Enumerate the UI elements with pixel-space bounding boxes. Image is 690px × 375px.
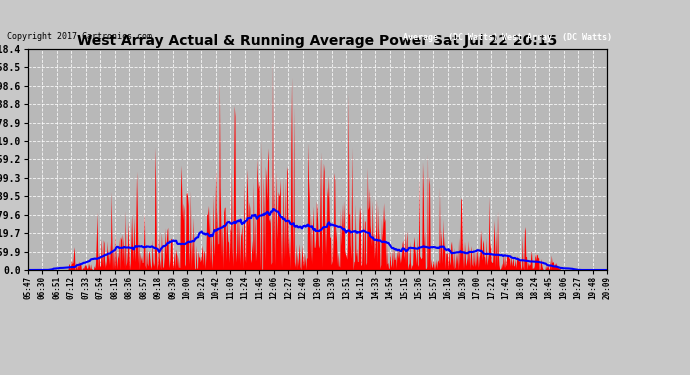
Text: West Array  (DC Watts): West Array (DC Watts) [502, 33, 612, 42]
Text: Copyright 2017 Cartronics.com: Copyright 2017 Cartronics.com [7, 32, 152, 41]
Text: Average  (DC Watts): Average (DC Watts) [403, 33, 497, 42]
Title: West Array Actual & Running Average Power Sat Jul 22 20:15: West Array Actual & Running Average Powe… [77, 34, 558, 48]
